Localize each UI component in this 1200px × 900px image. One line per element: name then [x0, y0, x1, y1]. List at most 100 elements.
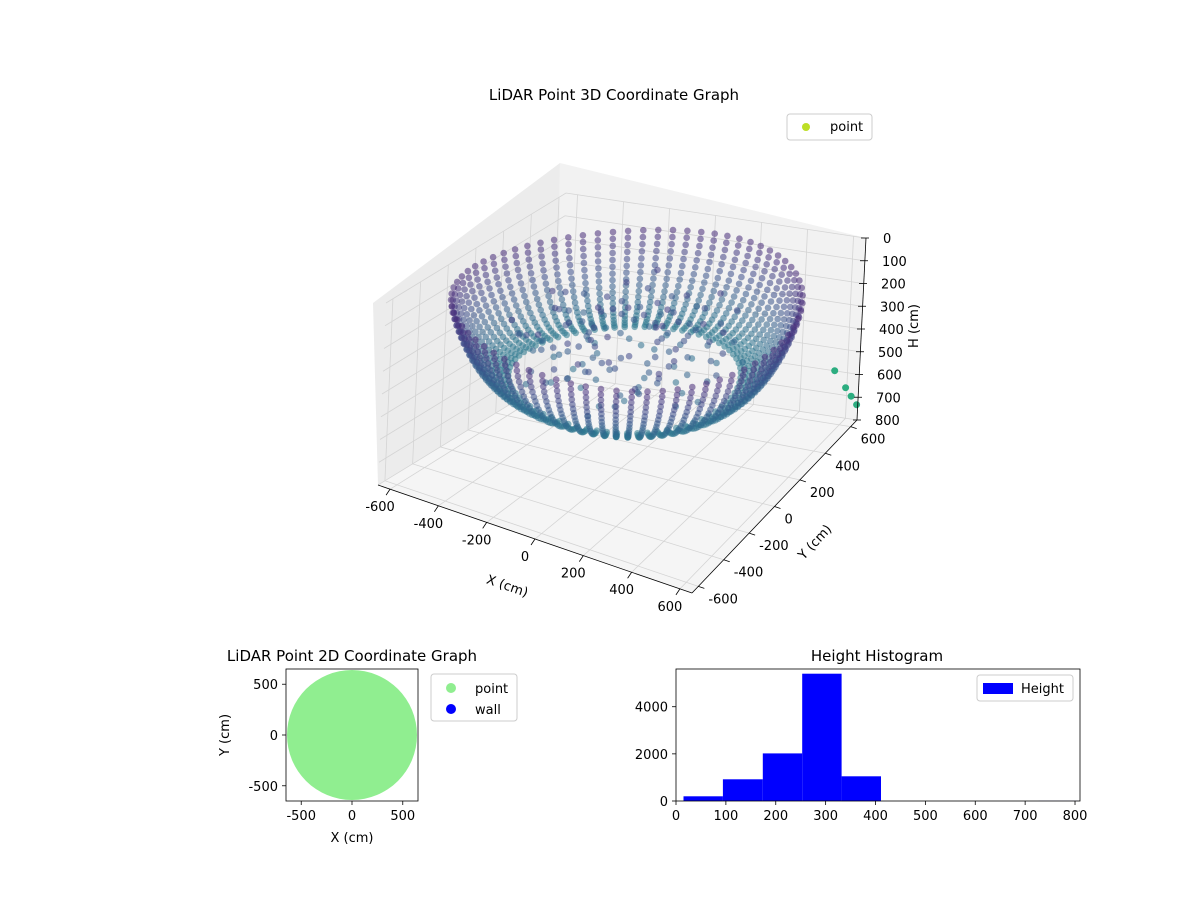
point-marker [537, 239, 544, 247]
point-marker [715, 382, 722, 389]
point-marker [571, 299, 579, 307]
point-marker [755, 321, 762, 328]
point-marker [769, 352, 776, 360]
x-tick-label-histogram: 0 [672, 809, 680, 824]
y-tick-mark-3d [825, 452, 832, 456]
point-marker [704, 265, 712, 273]
z-tick-label-3d: 100 [882, 255, 907, 270]
point-marker [539, 377, 546, 385]
point-marker [566, 254, 573, 262]
point-marker [750, 366, 758, 373]
point-marker [753, 288, 761, 296]
point-marker [726, 346, 733, 354]
point-marker [760, 359, 767, 367]
point-marker [736, 235, 743, 242]
point-marker [692, 326, 699, 334]
point-marker [453, 316, 461, 323]
point-marker [526, 263, 534, 270]
point-marker [747, 277, 755, 285]
point-marker [794, 315, 802, 323]
point-marker [664, 306, 671, 314]
point-marker [627, 404, 635, 411]
point-marker [716, 376, 723, 384]
x-axis-label-2d: X (cm) [331, 831, 374, 846]
point-marker [566, 261, 574, 269]
point-marker [501, 300, 509, 307]
point-marker [635, 287, 643, 295]
point-marker [596, 296, 604, 303]
histogram-bar [722, 779, 763, 801]
point-marker [606, 366, 613, 374]
point-marker [595, 265, 602, 272]
point-marker [673, 391, 681, 399]
point-marker [527, 270, 535, 277]
point-marker [497, 315, 505, 323]
point-marker [507, 283, 514, 291]
point-marker [486, 366, 494, 373]
point-marker [742, 312, 749, 319]
y-ticks-2d: -500 0 500 [248, 678, 286, 795]
point-marker [762, 369, 770, 377]
y-tick-label-3d: -400 [734, 566, 764, 581]
point-marker [770, 291, 778, 299]
point-marker [697, 291, 704, 299]
point-marker [526, 372, 533, 380]
point-marker [733, 287, 740, 294]
point-marker [567, 268, 574, 276]
point-marker [609, 276, 616, 284]
point-marker [604, 333, 611, 341]
point-marker [503, 306, 511, 313]
z-tick-label-3d: 800 [875, 414, 900, 429]
point-marker [609, 300, 617, 307]
point-marker [776, 297, 783, 305]
point-marker [623, 279, 630, 286]
point-marker [748, 301, 755, 308]
point-marker [640, 226, 647, 234]
point-marker [776, 345, 784, 353]
point-marker [623, 269, 630, 277]
point-marker [478, 313, 486, 320]
point-marker [766, 315, 774, 323]
point-marker [537, 306, 544, 314]
point-marker [597, 406, 605, 414]
grid-line-z [377, 374, 858, 486]
point-marker [580, 309, 587, 316]
point-marker [758, 299, 765, 307]
point-marker [636, 303, 644, 311]
point-marker [764, 286, 771, 294]
point-marker [609, 249, 616, 257]
point-marker [646, 298, 654, 306]
point-marker [532, 289, 539, 297]
point-marker [529, 388, 536, 396]
point-marker [745, 284, 752, 291]
histogram-bar [802, 673, 842, 801]
x-tick-label-histogram: 600 [963, 809, 988, 824]
point-marker [609, 270, 616, 278]
point-marker [553, 382, 560, 389]
point-marker [602, 324, 610, 332]
point-marker [700, 320, 707, 328]
point-marker [591, 343, 599, 350]
point-marker [653, 247, 660, 255]
point-marker [694, 249, 702, 257]
point-marker [635, 293, 642, 301]
point-marker [789, 297, 797, 304]
point-marker [565, 307, 572, 314]
point-marker [744, 252, 751, 260]
point-marker [486, 285, 493, 292]
x-tick-mark-3d [434, 505, 439, 512]
point-outliers [831, 367, 861, 409]
point-marker [674, 386, 681, 393]
point-marker [447, 296, 455, 304]
y-axis-label-2d: Y (cm) [218, 714, 233, 757]
point-marker [701, 305, 709, 312]
point-marker [675, 318, 682, 326]
point-marker [686, 320, 693, 328]
point-marker [490, 260, 498, 268]
point-marker [550, 353, 557, 361]
point-marker [702, 272, 710, 280]
point-marker [582, 383, 589, 390]
point-marker [756, 370, 763, 378]
point-marker [739, 317, 746, 324]
